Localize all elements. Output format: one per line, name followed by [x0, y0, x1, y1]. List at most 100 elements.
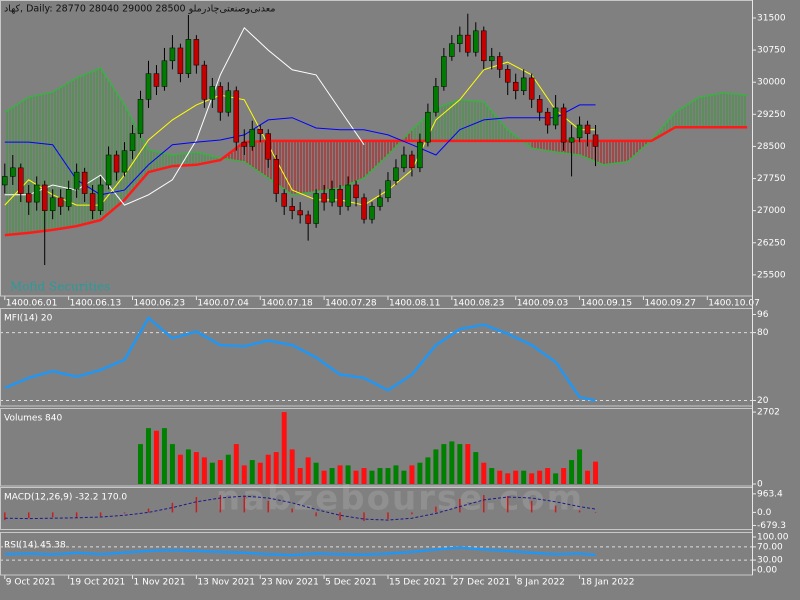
- span-b: [4, 125, 748, 237]
- candle-body: [568, 137, 575, 143]
- volume-bar: [577, 449, 583, 484]
- candle-body: [41, 184, 48, 211]
- x-tick-label: 1400.06.01: [6, 299, 58, 309]
- candle-body: [289, 206, 295, 211]
- cloud-segment: [675, 97, 700, 128]
- panel-title: Volumes 840: [4, 414, 62, 424]
- volume-bar: [153, 430, 159, 484]
- candle-body: [113, 154, 120, 173]
- volume-bar: [209, 462, 215, 484]
- x-tick-label: 18 Jan 2022: [581, 578, 635, 588]
- span-a: [4, 67, 748, 196]
- candle-body: [217, 86, 224, 113]
- volume-bar: [417, 462, 423, 484]
- candle-body: [49, 197, 56, 211]
- volume-bar: [593, 461, 599, 484]
- y-tick-label: 30750: [757, 46, 786, 56]
- candle-body: [153, 73, 160, 87]
- candle-body: [257, 129, 263, 134]
- candle-body: [473, 30, 479, 53]
- candle-body: [201, 64, 208, 100]
- candle-body: [552, 107, 559, 126]
- candle-body: [528, 77, 535, 100]
- indicator-line: [4, 61, 596, 206]
- candle-body: [33, 184, 40, 203]
- watermark: Mofid Securities: [10, 280, 110, 294]
- volume-bar: [553, 473, 559, 484]
- cloud-segment: [244, 140, 269, 179]
- volume-bar: [521, 470, 527, 484]
- candle-body: [385, 180, 391, 199]
- volume-bar: [473, 452, 479, 484]
- volume-bar: [425, 457, 431, 484]
- volume-bar: [145, 428, 151, 484]
- panel-title: MACD(12,26,9) -32.2 170.0: [4, 493, 127, 503]
- volume-bar: [361, 468, 367, 484]
- x-tick-label: 19 Oct 2021: [70, 578, 126, 588]
- x-tick-label: 1400.09.27: [644, 299, 696, 309]
- volume-bar: [265, 454, 271, 484]
- volume-bar: [225, 454, 231, 484]
- x-tick-label: 1400.07.04: [197, 299, 249, 309]
- volume-bar: [185, 449, 191, 484]
- candle-body: [233, 90, 240, 143]
- y-tick-label: 30000: [757, 78, 786, 88]
- volume-bar: [177, 454, 183, 484]
- x-tick-label: 1400.08.11: [389, 299, 441, 309]
- volume-bar: [449, 441, 455, 484]
- candle-body: [465, 34, 471, 53]
- volume-bar: [489, 468, 495, 484]
- cloud-segment: [124, 104, 149, 200]
- candle-body: [353, 184, 359, 199]
- x-tick-label: 1400.06.13: [70, 299, 122, 309]
- candle-body: [161, 60, 168, 87]
- volume-bar: [217, 460, 223, 484]
- candle-body: [73, 171, 80, 190]
- x-tick-label: 8 Jan 2022: [517, 578, 565, 588]
- candle-body: [89, 193, 96, 211]
- y-tick-label: 20: [757, 396, 769, 406]
- volume-bar: [289, 449, 295, 484]
- candle-body: [592, 134, 599, 147]
- cloud-segment: [28, 92, 53, 233]
- volume-bar: [138, 444, 144, 484]
- candle-body: [504, 69, 511, 83]
- candle-body: [417, 141, 423, 169]
- cloud-segment: [76, 68, 101, 227]
- cloud-segment: [723, 92, 748, 128]
- volume-bar: [353, 470, 359, 484]
- y-tick-label: 0: [757, 480, 763, 490]
- volume-bar: [529, 473, 535, 484]
- volume-bar: [241, 465, 247, 484]
- candle-body: [361, 197, 367, 220]
- candle-body: [560, 107, 567, 143]
- candle-body: [401, 154, 407, 169]
- candle-body: [249, 129, 256, 147]
- cloud-segment: [292, 140, 317, 195]
- indicator-line: [4, 26, 365, 206]
- x-tick-label: 9 Oct 2021: [6, 578, 56, 588]
- volume-bar: [537, 470, 543, 484]
- candle-body: [576, 124, 583, 139]
- candle-body: [241, 141, 248, 147]
- volume-bar: [337, 465, 343, 484]
- cloud-segment: [52, 77, 77, 230]
- panel-title: RSI(14) 45.38: [4, 541, 66, 551]
- volume-bar: [457, 444, 463, 484]
- candle-body: [281, 193, 287, 207]
- candle-body: [536, 99, 543, 113]
- volume-bar: [377, 468, 383, 484]
- indicator-line: [4, 546, 596, 557]
- candle-body: [25, 193, 32, 203]
- cloud-segment: [364, 140, 388, 179]
- candle-body: [225, 90, 232, 113]
- candle-body: [10, 167, 16, 177]
- volume-bar: [297, 468, 303, 484]
- candle-body: [481, 30, 487, 62]
- indicator-line: [4, 104, 596, 196]
- volume-bar: [481, 462, 487, 484]
- volume-bar: [513, 470, 519, 484]
- panel-title: MFI(14) 20: [4, 314, 53, 324]
- y-tick-label: 963.4: [757, 489, 783, 499]
